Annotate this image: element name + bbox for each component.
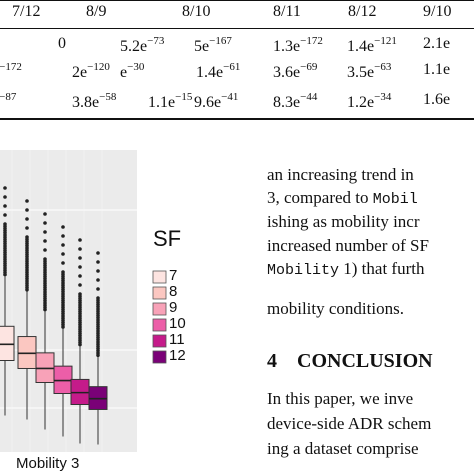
table-header-cell: 8/9	[86, 3, 107, 20]
outlier-point	[96, 278, 100, 282]
outlier-point	[96, 353, 100, 357]
table-cell: 2.1e	[423, 35, 451, 52]
table-cell: 1.1e−15	[148, 91, 193, 111]
outlier-point	[43, 230, 47, 234]
outlier-point	[96, 251, 100, 255]
outlier-point	[78, 256, 82, 260]
outlier-point	[43, 212, 47, 216]
legend-label: 9	[169, 299, 178, 316]
table-header-cell: 9/10	[423, 3, 452, 20]
table-header-cell: 8/10	[182, 3, 211, 20]
table-cell: 3.5e−63	[347, 61, 392, 81]
legend-label: 7	[169, 267, 178, 284]
outlier-point	[78, 265, 82, 269]
table-cell: 5e−167	[194, 35, 232, 55]
legend-key-sf-7	[152, 270, 167, 284]
results-table: 7/12 8/9 8/10 8/11 8/12 9/10 0 5.2e−73 5e−…	[0, 0, 474, 122]
text-line: an increasing trend in	[267, 165, 414, 184]
outlier-point	[3, 272, 7, 277]
text-line: mobility conditions.	[267, 299, 404, 318]
outlier-point	[25, 288, 29, 292]
table-cell: e−172	[0, 61, 22, 73]
outlier-point	[78, 283, 82, 287]
outlier-point	[96, 269, 100, 273]
table-header-cell: 7/12	[12, 3, 41, 20]
table-cell: 1.1e	[423, 61, 451, 78]
outlier-point	[25, 226, 29, 230]
table-cell: e−87	[0, 91, 17, 103]
outlier-point	[61, 325, 65, 329]
table-cell: 2e−120	[72, 61, 110, 81]
legend-label: 12	[169, 347, 186, 364]
table-top-rule	[0, 0, 474, 1]
section-heading: 4 CONCLUSION	[267, 350, 433, 373]
table-cell: 1.4e−61	[196, 61, 241, 81]
table-cell: 3.6e−69	[273, 61, 318, 81]
outlier-point	[43, 239, 47, 243]
outlier-point	[61, 243, 65, 247]
table-cell: 5.2e−73	[120, 35, 165, 55]
boxplot-chart	[0, 150, 167, 452]
legend-key-sf-8	[152, 286, 167, 300]
outlier-point	[25, 208, 29, 212]
outlier-point	[3, 213, 7, 217]
text-line: ishing as mobility incr	[267, 212, 420, 231]
table-cell: 1.3e−172	[273, 35, 323, 55]
outlier-point	[25, 199, 29, 203]
plot-panel	[0, 150, 137, 452]
text-line: increased number of SF	[267, 236, 429, 255]
legend-label: 11	[169, 331, 185, 348]
outlier-point	[96, 287, 100, 291]
outlier-point	[78, 238, 82, 242]
legend-key-sf-11	[152, 334, 167, 348]
outlier-point	[78, 274, 82, 278]
text-line: Mobility 1) that furth	[267, 259, 425, 279]
outlier-point	[96, 260, 100, 264]
table-cell: 8.3e−44	[273, 91, 318, 111]
legend-label: 8	[169, 283, 178, 300]
table-header-cell: 8/12	[348, 3, 377, 20]
table-cell: 1.4e−121	[347, 35, 397, 55]
outlier-point	[43, 307, 47, 312]
text-line: In this paper, we inve	[267, 389, 414, 408]
text-line: device-side ADR schem	[267, 414, 432, 433]
table-bottom-rule	[0, 118, 474, 120]
outlier-point	[78, 247, 82, 251]
table-header-rule	[0, 28, 474, 29]
facet-label: Mobility 3	[16, 455, 80, 472]
text-line: 3, compared to Mobil	[267, 188, 418, 208]
outlier-point	[61, 261, 65, 265]
outlier-point	[3, 204, 7, 208]
section-title: CONCLUSION	[297, 350, 433, 372]
box-sf-8	[17, 336, 37, 369]
table-cell: 1.6e	[423, 91, 451, 108]
box-sf-7	[0, 325, 15, 362]
table-header-cell: 8/11	[273, 3, 301, 20]
outlier-point	[61, 234, 65, 238]
outlier-point	[25, 217, 29, 221]
table-cell: 3.8e−58	[72, 91, 117, 111]
outlier-point	[43, 221, 47, 225]
table-cell: 9.6e−41	[194, 91, 239, 111]
section-number: 4	[267, 350, 277, 372]
outlier-point	[61, 252, 65, 256]
outlier-point	[3, 195, 7, 199]
legend-key-sf-10	[152, 318, 167, 332]
outlier-point	[78, 342, 82, 347]
outlier-point	[43, 248, 47, 252]
text-line: ing a dataset comprise	[267, 439, 419, 458]
outlier-point	[61, 225, 65, 229]
table-cell: 1.2e−34	[347, 91, 392, 111]
outlier-point	[3, 186, 7, 190]
legend-key-sf-9	[152, 302, 167, 316]
table-cell: 0	[58, 35, 66, 52]
legend-key-sf-12	[152, 350, 167, 364]
legend-title: SF	[153, 226, 182, 251]
legend-label: 10	[169, 315, 186, 332]
table-cell: e−30	[120, 61, 145, 81]
